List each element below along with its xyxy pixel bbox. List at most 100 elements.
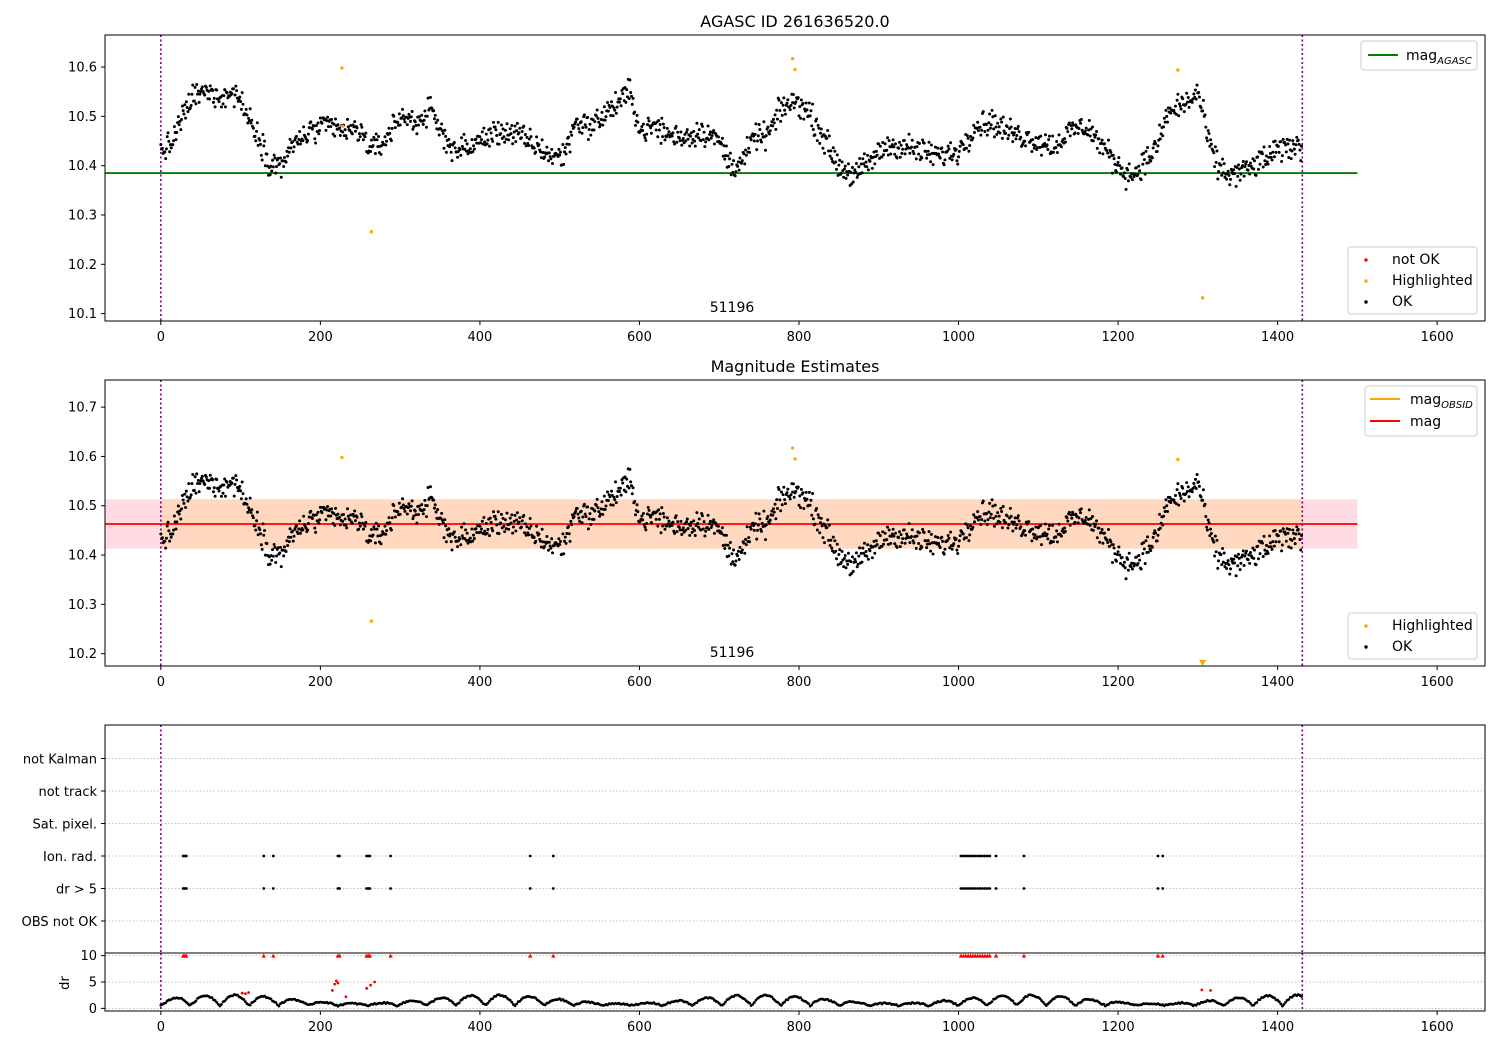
- ok-point: [413, 509, 417, 513]
- panel-2-legend-upper: magOBSID mag: [1364, 385, 1478, 437]
- ok-point: [1228, 183, 1232, 187]
- ok-point: [1057, 133, 1061, 137]
- x-tick-label: 1200: [1102, 675, 1135, 690]
- ok-point: [907, 132, 911, 136]
- flag-category-label: not track: [38, 785, 97, 800]
- ok-point: [199, 479, 203, 483]
- ok-point: [185, 105, 189, 109]
- ok-point: [1112, 157, 1116, 161]
- ok-point: [223, 494, 227, 498]
- ok-point: [1289, 546, 1293, 550]
- ok-point: [813, 133, 817, 137]
- ok-point: [775, 498, 779, 502]
- dr-point: [1284, 1000, 1287, 1004]
- ok-point: [623, 86, 627, 90]
- flag-point: [528, 854, 532, 858]
- ok-point: [878, 534, 882, 538]
- ok-point: [619, 104, 623, 108]
- ok-point: [1268, 534, 1272, 538]
- ok-point: [376, 534, 380, 538]
- ok-point: [1149, 159, 1153, 163]
- ok-point: [420, 113, 424, 117]
- ok-point: [231, 87, 235, 91]
- ok-point: [636, 120, 640, 124]
- ok-point: [184, 489, 188, 493]
- ok-point: [179, 517, 183, 521]
- ok-point: [421, 512, 425, 516]
- ok-point: [849, 170, 853, 174]
- ok-point: [810, 124, 814, 128]
- ok-point: [512, 519, 516, 523]
- ok-point: [1035, 146, 1039, 150]
- ok-point: [1193, 88, 1197, 92]
- ok-point: [272, 153, 276, 157]
- ok-point: [537, 143, 541, 147]
- ok-point: [180, 494, 184, 498]
- ok-point: [1176, 92, 1180, 96]
- ok-point: [890, 532, 894, 536]
- ok-point: [846, 562, 850, 566]
- ok-point: [1261, 165, 1265, 169]
- ok-point: [195, 83, 199, 87]
- ok-point: [159, 532, 163, 536]
- flag-point: [988, 854, 992, 858]
- ok-point: [997, 514, 1001, 518]
- ok-point: [496, 120, 500, 124]
- ok-point: [825, 526, 829, 530]
- ok-point: [470, 527, 474, 531]
- ok-point: [1005, 514, 1009, 518]
- ok-point: [383, 135, 387, 139]
- ok-point: [1127, 551, 1131, 555]
- ok-point: [647, 508, 651, 512]
- ok-point: [609, 114, 613, 118]
- ok-point: [1292, 142, 1296, 146]
- ok-point: [897, 536, 901, 540]
- ok-point: [683, 522, 687, 526]
- ok-point: [1177, 491, 1181, 495]
- ok-point: [238, 95, 242, 99]
- dr-point: [1075, 1003, 1078, 1007]
- ok-point: [1219, 552, 1223, 556]
- ok-point: [938, 156, 942, 160]
- ok-point: [929, 549, 933, 553]
- ok-point: [707, 527, 711, 531]
- ok-point: [1114, 170, 1118, 174]
- ok-point: [1047, 524, 1051, 528]
- ok-point: [485, 531, 489, 535]
- dr-not-ok-point: [334, 979, 338, 983]
- ok-point: [1113, 552, 1117, 556]
- ok-point: [1017, 130, 1021, 134]
- ok-point: [949, 530, 953, 534]
- ok-point: [296, 142, 300, 146]
- ok-point: [230, 92, 234, 96]
- ok-point: [363, 135, 367, 139]
- x-tick-label: 200: [308, 1020, 333, 1035]
- flag-point: [983, 887, 987, 890]
- dr-point: [1300, 995, 1303, 998]
- ok-point: [360, 515, 364, 519]
- ok-point: [384, 532, 388, 536]
- ok-point: [393, 126, 397, 130]
- ok-point: [511, 531, 515, 535]
- ok-point: [702, 520, 706, 524]
- ok-point: [862, 152, 866, 156]
- ok-point: [1185, 100, 1189, 104]
- ok-point: [1094, 522, 1098, 526]
- ok-point: [772, 510, 776, 514]
- ok-point: [677, 525, 681, 529]
- ok-point: [1111, 153, 1115, 157]
- ok-point: [514, 529, 518, 533]
- dr-point: [786, 998, 790, 1002]
- ok-point: [1287, 545, 1291, 549]
- ok-point: [373, 527, 377, 531]
- ok-point: [1142, 547, 1146, 551]
- ok-point: [976, 518, 980, 522]
- ok-point: [671, 131, 675, 135]
- ok-point: [727, 164, 731, 168]
- dr-point: [253, 999, 257, 1003]
- ok-point: [727, 554, 731, 558]
- ok-point: [200, 85, 204, 89]
- ok-point: [1192, 92, 1196, 96]
- ok-point: [712, 128, 716, 132]
- ok-point: [298, 129, 302, 133]
